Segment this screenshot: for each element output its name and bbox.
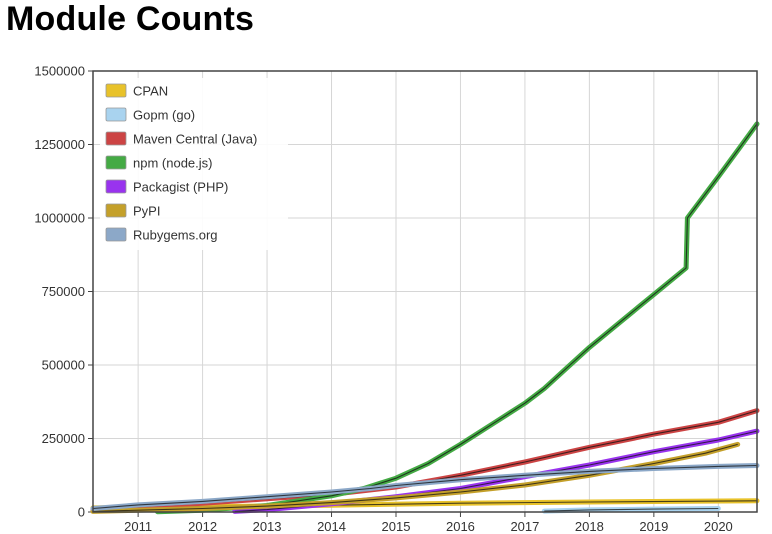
chart-title: Module Counts — [6, 0, 255, 38]
x-tick-label: 2013 — [253, 519, 282, 534]
legend-swatch-maven-central-java — [105, 131, 127, 146]
legend-label-packagist-php: Packagist (PHP) — [133, 180, 228, 195]
plot-area-border — [92, 70, 758, 513]
y-tick-label: 1000000 — [34, 211, 85, 226]
x-tick-label: 2012 — [188, 519, 217, 534]
x-tick-label: 2016 — [446, 519, 475, 534]
x-axis: 2011 2012 2013 2014 2015 2016 2017 2018 2019 2020 — [124, 512, 733, 534]
legend-label-maven-central-java: Maven Central (Java) — [133, 132, 257, 147]
x-tick-label: 2018 — [575, 519, 604, 534]
y-tick-label: 1250000 — [34, 137, 85, 152]
y-tick-label: 0 — [78, 505, 85, 520]
legend-label-pypi: PyPI — [133, 204, 160, 219]
y-tick-label: 1500000 — [34, 64, 85, 79]
series-lines — [90, 121, 760, 515]
x-tick-label: 2015 — [382, 519, 411, 534]
legend-label-cpan: CPAN — [133, 84, 168, 99]
x-tick-label: 2020 — [704, 519, 733, 534]
series-line-core-gopm-go — [544, 507, 719, 512]
legend-swatch-packagist-php — [105, 179, 127, 194]
legend-swatch-gopm-go — [105, 107, 127, 122]
x-tick-label: 2017 — [510, 519, 539, 534]
legend-background — [100, 78, 288, 250]
x-tick-label: 2019 — [639, 519, 668, 534]
legend: CPAN Gopm (go) Maven Central (Java) npm (no… — [100, 78, 288, 250]
legend-label-rubygems-org: Rubygems.org — [133, 228, 218, 243]
y-tick-label: 250000 — [42, 431, 85, 446]
legend-swatch-cpan — [105, 83, 127, 98]
y-tick-label: 750000 — [42, 284, 85, 299]
legend-label-npm-node-js: npm (node.js) — [133, 156, 212, 171]
x-tick-label: 2014 — [317, 519, 346, 534]
series-line-core-pypi — [92, 443, 738, 512]
y-tick-label: 500000 — [42, 358, 85, 373]
x-tick-label: 2011 — [124, 519, 152, 534]
legend-swatch-pypi — [105, 203, 127, 218]
legend-label-gopm-go: Gopm (go) — [133, 108, 195, 123]
series-line-core-npm-node-js — [157, 123, 758, 513]
legend-swatch-npm-node-js — [105, 155, 127, 170]
legend-swatch-rubygems-org — [105, 227, 127, 242]
y-axis: 0 250000 500000 750000 1000000 1250000 1500000 — [34, 64, 93, 520]
series-line-core-rubygems-org — [92, 464, 758, 510]
